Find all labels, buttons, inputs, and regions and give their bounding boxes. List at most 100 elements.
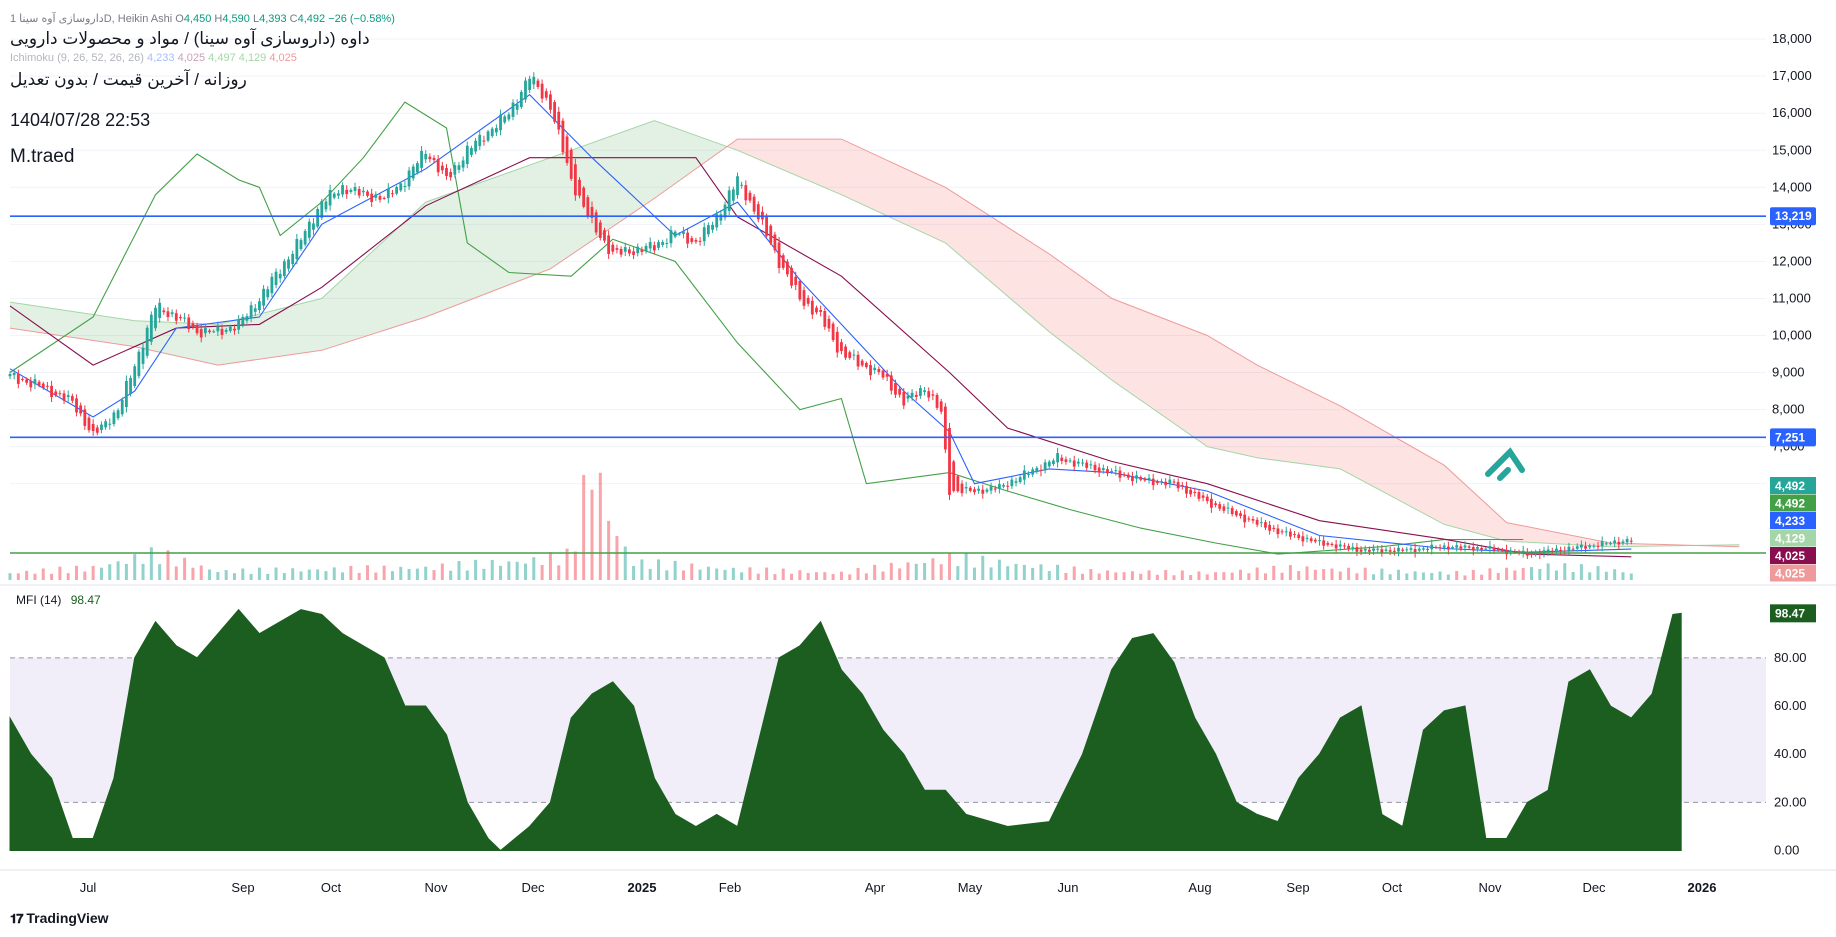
- candle-body: [482, 140, 486, 142]
- candle-body: [287, 259, 290, 269]
- candle-body: [1542, 550, 1546, 554]
- ohlc-change: −26 (−0.58%): [328, 13, 395, 25]
- candle-body: [1210, 498, 1213, 508]
- candle-body: [964, 487, 968, 489]
- cloud-segment: [1307, 389, 1312, 465]
- volume-bar: [798, 570, 802, 580]
- volume-bar: [781, 568, 785, 580]
- volume-bar: [1064, 572, 1068, 580]
- ohlc-l-label: L: [252, 13, 260, 25]
- candle-body: [773, 234, 777, 251]
- cloud-segment: [895, 164, 900, 222]
- cloud-segment: [479, 181, 484, 297]
- candle-body: [216, 326, 220, 332]
- cloud-segment: [1065, 265, 1071, 348]
- candle-body: [835, 331, 839, 353]
- candle-body: [914, 394, 918, 397]
- candle-body: [1563, 550, 1567, 552]
- price-tag-bg-5: [1770, 564, 1816, 582]
- volume-bar: [665, 570, 669, 580]
- cloud-segment: [296, 303, 301, 354]
- candle-body: [1604, 543, 1608, 545]
- tradingview-logo[interactable]: 𝟏𝟕 TradingView: [10, 910, 109, 927]
- volume-bar: [673, 560, 677, 580]
- candle-body: [927, 391, 931, 398]
- cloud-segment: [1024, 237, 1029, 315]
- volume-bar: [474, 559, 478, 580]
- cloud-segment: [34, 305, 40, 333]
- span-b-line: [9, 138, 1740, 548]
- time-tick-label: Sep: [1286, 880, 1309, 895]
- volume-bar: [931, 558, 935, 580]
- cloud-segment: [791, 139, 796, 176]
- cloud-segment: [537, 160, 543, 274]
- cloud-segment: [1211, 337, 1216, 449]
- time-tick-label: Nov: [1478, 880, 1502, 895]
- cloud-segment: [417, 205, 422, 320]
- cloud-segment: [604, 136, 609, 233]
- mfi-legend[interactable]: MFI (14) 98.47: [16, 593, 101, 607]
- candle-body: [860, 360, 864, 366]
- volume-bar: [1521, 568, 1525, 580]
- candle-body: [33, 379, 37, 385]
- cloud-segment: [679, 129, 684, 181]
- candle-body: [931, 394, 935, 396]
- candle-body: [756, 204, 760, 220]
- tradingview-logo-icon: 𝟏𝟕: [10, 911, 24, 926]
- cloud-segment: [787, 139, 792, 174]
- candle-body: [1068, 460, 1072, 462]
- volume-bar: [166, 550, 170, 580]
- cloud-segment: [1369, 422, 1374, 487]
- volume-bar: [1006, 566, 1010, 580]
- volume-bar: [1288, 565, 1292, 580]
- volume-bar: [1214, 572, 1218, 580]
- cloud-segment: [878, 156, 883, 214]
- cloud-segment: [463, 187, 468, 303]
- candle-body: [154, 307, 157, 329]
- cloud-segment: [1057, 259, 1062, 342]
- mfi-label: MFI (14): [16, 593, 62, 607]
- volume-bar: [939, 564, 943, 580]
- line-price-tag-bg-1: [1770, 428, 1816, 447]
- line-price-tag-bg-0: [1770, 207, 1816, 226]
- volume-bar: [740, 572, 744, 580]
- cloud-segment: [883, 158, 888, 216]
- candle-body: [137, 351, 141, 377]
- cloud-segment: [1510, 523, 1515, 542]
- cloud-segment: [30, 305, 35, 332]
- cloud-segment: [284, 306, 289, 356]
- candle-body: [95, 427, 99, 433]
- ichimoku-legend[interactable]: Ichimoku (9, 26, 52, 26, 26) 4,233 4,025…: [10, 52, 297, 64]
- cloud-segment: [1061, 262, 1066, 345]
- cloud-segment: [1107, 295, 1112, 380]
- candle-body: [752, 196, 756, 212]
- cloud-segment: [346, 271, 351, 343]
- volume-bar: [831, 574, 835, 580]
- candle-body: [320, 200, 324, 218]
- volume-bars: [8, 472, 1633, 580]
- cloud-segment: [795, 139, 800, 177]
- candle-body: [1193, 491, 1197, 493]
- cloud-segment: [986, 213, 992, 282]
- volume-bar: [640, 559, 644, 580]
- candle-body: [8, 374, 12, 377]
- candle-body: [1118, 470, 1122, 478]
- symbol-line[interactable]: داروسازی آوه سینا 1D, Heikin Ashi: [10, 13, 173, 25]
- cloud-segment: [1003, 224, 1008, 297]
- volume-bar: [1247, 573, 1251, 580]
- candle-body: [532, 76, 536, 85]
- volume-bar: [1554, 570, 1558, 580]
- candle-body: [87, 417, 91, 431]
- ohlc-c-value: 4,492: [297, 13, 326, 25]
- volume-bar: [41, 568, 45, 580]
- candle-body: [1189, 489, 1193, 495]
- cloud-segment: [1261, 367, 1266, 459]
- candle-body: [58, 393, 62, 395]
- cloud-segment: [1460, 480, 1465, 530]
- candle-body: [590, 206, 594, 218]
- cloud-segment: [1323, 397, 1328, 468]
- candle-body: [1035, 467, 1039, 472]
- volume-bar: [615, 536, 619, 580]
- candle-body: [1052, 460, 1055, 465]
